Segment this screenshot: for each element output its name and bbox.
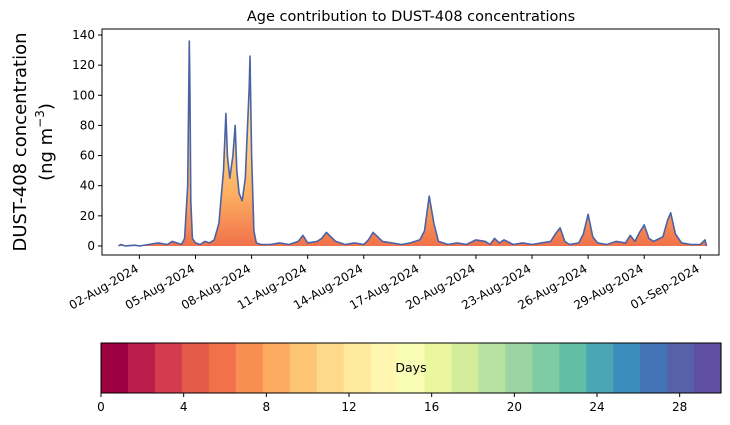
colorbar-segment (451, 343, 479, 393)
colorbar-segment (613, 343, 641, 393)
chart-title: Age contribution to DUST-408 concentrati… (247, 9, 575, 25)
colorbar-segment (316, 343, 345, 393)
colorbar-label: Days (395, 360, 426, 375)
concentration-area (118, 41, 707, 246)
colorbar-segment (181, 343, 210, 393)
y-tick-label: 40 (80, 179, 95, 193)
colorbar-segment (397, 343, 426, 393)
colorbar-tick-label: 28 (672, 400, 687, 414)
colorbar-segment (640, 343, 668, 393)
colorbar-segment (289, 343, 318, 393)
colorbar-frame (100, 342, 722, 394)
y-axis: 0 20 40 60 80 100 120 140 (72, 28, 102, 253)
colorbar-segment (154, 343, 183, 393)
colorbar-segment (101, 343, 129, 393)
y-tick-label: 20 (80, 209, 95, 223)
y-axis-unit: (ng m (36, 128, 57, 181)
colorbar-tick-label: 8 (263, 400, 271, 414)
concentration-line (117, 40, 708, 247)
y-tick-label: 140 (72, 28, 95, 42)
colorbar-tick-label: 0 (97, 400, 105, 414)
y-axis-unit-close: ) (36, 103, 57, 110)
y-tick-label: 0 (87, 239, 95, 253)
y-tick-label: 100 (72, 88, 95, 102)
colorbar-segment (127, 343, 156, 393)
colorbar-segment (208, 343, 237, 393)
colorbar-tick-label: 4 (180, 400, 188, 414)
y-tick-label: 80 (80, 118, 95, 132)
plot-area (117, 40, 708, 247)
colorbar-segment (559, 343, 587, 393)
colorbar-segment (532, 343, 560, 393)
colorbar-segment (478, 343, 506, 393)
x-axis: 02-Aug-202405-Aug-202408-Aug-202411-Aug-… (67, 255, 702, 312)
colorbar-segment (343, 343, 372, 393)
colorbar-segment (424, 343, 453, 393)
y-tick-label: 120 (72, 58, 95, 72)
colorbar-ticks: 0 4 8 12 16 20 24 28 (97, 393, 687, 414)
colorbar-tick-label: 20 (507, 400, 522, 414)
colorbar-segment (667, 343, 695, 393)
y-axis-label: DUST-408 concentration (ng m−3) (10, 32, 57, 251)
colorbar-segment (370, 343, 399, 393)
colorbar-tick-label: 16 (424, 400, 439, 414)
y-tick-label: 60 (80, 149, 95, 163)
plot-frame (101, 28, 720, 256)
colorbar-segment (505, 343, 533, 393)
colorbar-segment (235, 343, 264, 393)
colorbar-segment (586, 343, 614, 393)
colorbar (101, 343, 722, 393)
colorbar-tick-label: 24 (589, 400, 604, 414)
y-axis-unit-exponent: −3 (33, 110, 47, 128)
y-axis-label-line1: DUST-408 concentration (10, 32, 31, 251)
colorbar-segment (262, 343, 291, 393)
colorbar-tick-label: 12 (341, 400, 356, 414)
y-axis-label-line2: (ng m−3) (33, 103, 57, 181)
colorbar-segment (694, 343, 722, 393)
